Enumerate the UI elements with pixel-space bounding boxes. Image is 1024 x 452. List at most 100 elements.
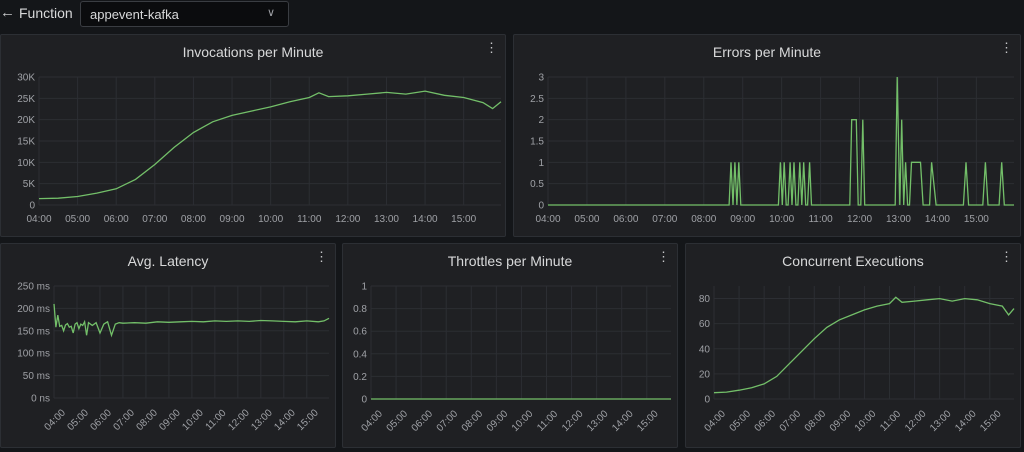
x-tick-label: 08:00	[803, 408, 829, 434]
panel-concurrent-executions: Concurrent Executions ⋮ 0 20 40 60 80 04:00 05…	[685, 243, 1021, 448]
x-tick-label: 10:00	[510, 408, 536, 434]
x-tick-label: 06:00	[410, 408, 436, 434]
x-tick-label: 15:00	[451, 214, 476, 225]
panel-errors-per-minute: Errors per Minute ⋮ 0 0.5 1 1.5 2 2.5 3 04:00 05…	[513, 34, 1021, 237]
y-tick-label: 0 ns	[31, 394, 50, 405]
panel-title: Avg. Latency	[127, 253, 209, 269]
panel-title: Concurrent Executions	[782, 253, 924, 269]
x-tick-label: 14:00	[272, 407, 298, 433]
x-tick-label: 04:00	[26, 214, 51, 225]
y-tick-label: 0.8	[353, 304, 367, 315]
x-tick-label: 12:00	[560, 408, 586, 434]
x-tick-label: 05:00	[65, 214, 90, 225]
x-tick-label: 12:00	[903, 408, 929, 434]
x-tick-label: 05:00	[385, 408, 411, 434]
x-tick-label: 13:00	[374, 214, 399, 225]
x-tick-label: 09:00	[220, 214, 245, 225]
x-tick-label: 06:00	[753, 408, 779, 434]
x-tick-label: 12:00	[226, 407, 252, 433]
y-tick-label: 3	[538, 73, 544, 84]
y-tick-label: 0	[704, 395, 710, 406]
x-tick-label: 09:00	[730, 214, 755, 225]
y-tick-label: 150 ms	[17, 326, 50, 337]
chart-svg: 0 0.5 1 1.5 2 2.5 3 04:00 05:00 06:00 07:00 08:00 09…	[530, 73, 1014, 225]
y-tick-label: 0.6	[353, 327, 367, 338]
x-tick-label: 07:00	[435, 408, 461, 434]
y-tick-label: 1	[538, 158, 544, 169]
series-line	[53, 303, 330, 338]
x-tick-label: 05:00	[574, 214, 599, 225]
top-bar: ← Function appevent-kafka ∨	[0, 0, 1024, 30]
panel-invocations-per-minute: Invocations per Minute ⋮ 0 5K 10K 15K 20K 25K…	[0, 34, 506, 237]
y-tick-label: 60	[699, 319, 711, 330]
x-tick-label: 05:00	[65, 407, 91, 433]
panel-throttles-per-minute: Throttles per Minute ⋮ 0 0.2 0.4 0.6 0.8 1 04:…	[342, 243, 678, 448]
series-line	[713, 296, 1015, 394]
y-tick-label: 80	[699, 294, 711, 305]
x-tick-label: 08:00	[691, 214, 716, 225]
x-tick-label: 07:00	[778, 408, 804, 434]
x-tick-label: 06:00	[104, 214, 129, 225]
x-tick-label: 10:00	[180, 407, 206, 433]
panel-avg-latency: Avg. Latency ⋮ 0 ns 50 ms 100 ms 150 ms 200 …	[0, 243, 336, 448]
y-tick-label: 0.2	[353, 372, 367, 383]
function-label: Function	[19, 5, 73, 21]
x-tick-label: 09:00	[485, 408, 511, 434]
x-tick-label: 14:00	[610, 408, 636, 434]
x-tick-label: 04:00	[535, 214, 560, 225]
y-tick-label: 20	[699, 369, 711, 380]
chart-svg: 0 0.2 0.4 0.6 0.8 1 04:00 05:00 06:00 07:00 08:00 0…	[353, 282, 671, 434]
x-tick-label: 05:00	[728, 408, 754, 434]
y-tick-label: 25K	[17, 94, 35, 105]
panel-title: Errors per Minute	[712, 44, 822, 60]
function-select-value: appevent-kafka	[90, 7, 179, 22]
y-tick-label: 1	[361, 282, 367, 293]
y-tick-label: 0.5	[530, 179, 544, 190]
x-tick-label: 08:00	[181, 214, 206, 225]
x-tick-label: 11:00	[535, 408, 560, 433]
x-tick-label: 04:00	[42, 407, 68, 433]
function-select[interactable]: appevent-kafka ∨	[80, 1, 289, 27]
y-tick-label: 30K	[17, 73, 35, 84]
x-tick-label: 11:00	[878, 408, 903, 433]
x-tick-label: 11:00	[297, 214, 322, 225]
chart-svg: 0 ns 50 ms 100 ms 150 ms 200 ms 250 ms 04:0005…	[17, 282, 330, 433]
x-tick-label: 04:00	[702, 408, 728, 434]
y-tick-label: 0	[29, 201, 35, 212]
x-tick-label: 10:00	[769, 214, 794, 225]
panel-title: Throttles per Minute	[447, 253, 573, 269]
panel-title: Invocations per Minute	[182, 44, 324, 60]
x-tick-label: 11:00	[808, 214, 833, 225]
arrow-left-icon[interactable]: ←	[0, 4, 15, 21]
y-tick-label: 2.5	[530, 94, 544, 105]
x-tick-label: 14:00	[925, 214, 950, 225]
x-tick-label: 12:00	[335, 214, 360, 225]
y-tick-label: 50 ms	[23, 371, 50, 382]
y-tick-label: 10K	[17, 158, 35, 169]
y-tick-label: 0.4	[353, 349, 367, 360]
series-line	[38, 90, 502, 200]
chevron-down-icon[interactable]: ∨	[267, 7, 276, 19]
y-tick-label: 1.5	[530, 137, 544, 148]
x-tick-label: 15:00	[964, 214, 989, 225]
x-tick-label: 13:00	[886, 214, 911, 225]
x-tick-label: 15:00	[295, 407, 321, 433]
x-tick-label: 07:00	[652, 214, 677, 225]
y-tick-label: 100 ms	[17, 349, 50, 360]
x-tick-label: 14:00	[413, 214, 438, 225]
y-tick-label: 15K	[17, 137, 35, 148]
x-tick-label: 07:00	[111, 407, 137, 433]
x-tick-label: 13:00	[249, 407, 275, 433]
y-tick-label: 250 ms	[17, 282, 50, 293]
x-tick-label: 04:00	[359, 408, 385, 434]
x-tick-label: 13:00	[585, 408, 611, 434]
y-tick-label: 0	[361, 395, 367, 406]
x-tick-label: 06:00	[613, 214, 638, 225]
x-tick-label: 08:00	[134, 407, 160, 433]
series-line	[548, 76, 1014, 206]
chart-svg: 0 5K 10K 15K 20K 25K 30K 04:00 05:00 06:00 07:00 08…	[17, 73, 502, 225]
x-tick-label: 10:00	[853, 408, 879, 434]
x-tick-label: 15:00	[635, 408, 661, 434]
y-tick-label: 40	[699, 344, 711, 355]
